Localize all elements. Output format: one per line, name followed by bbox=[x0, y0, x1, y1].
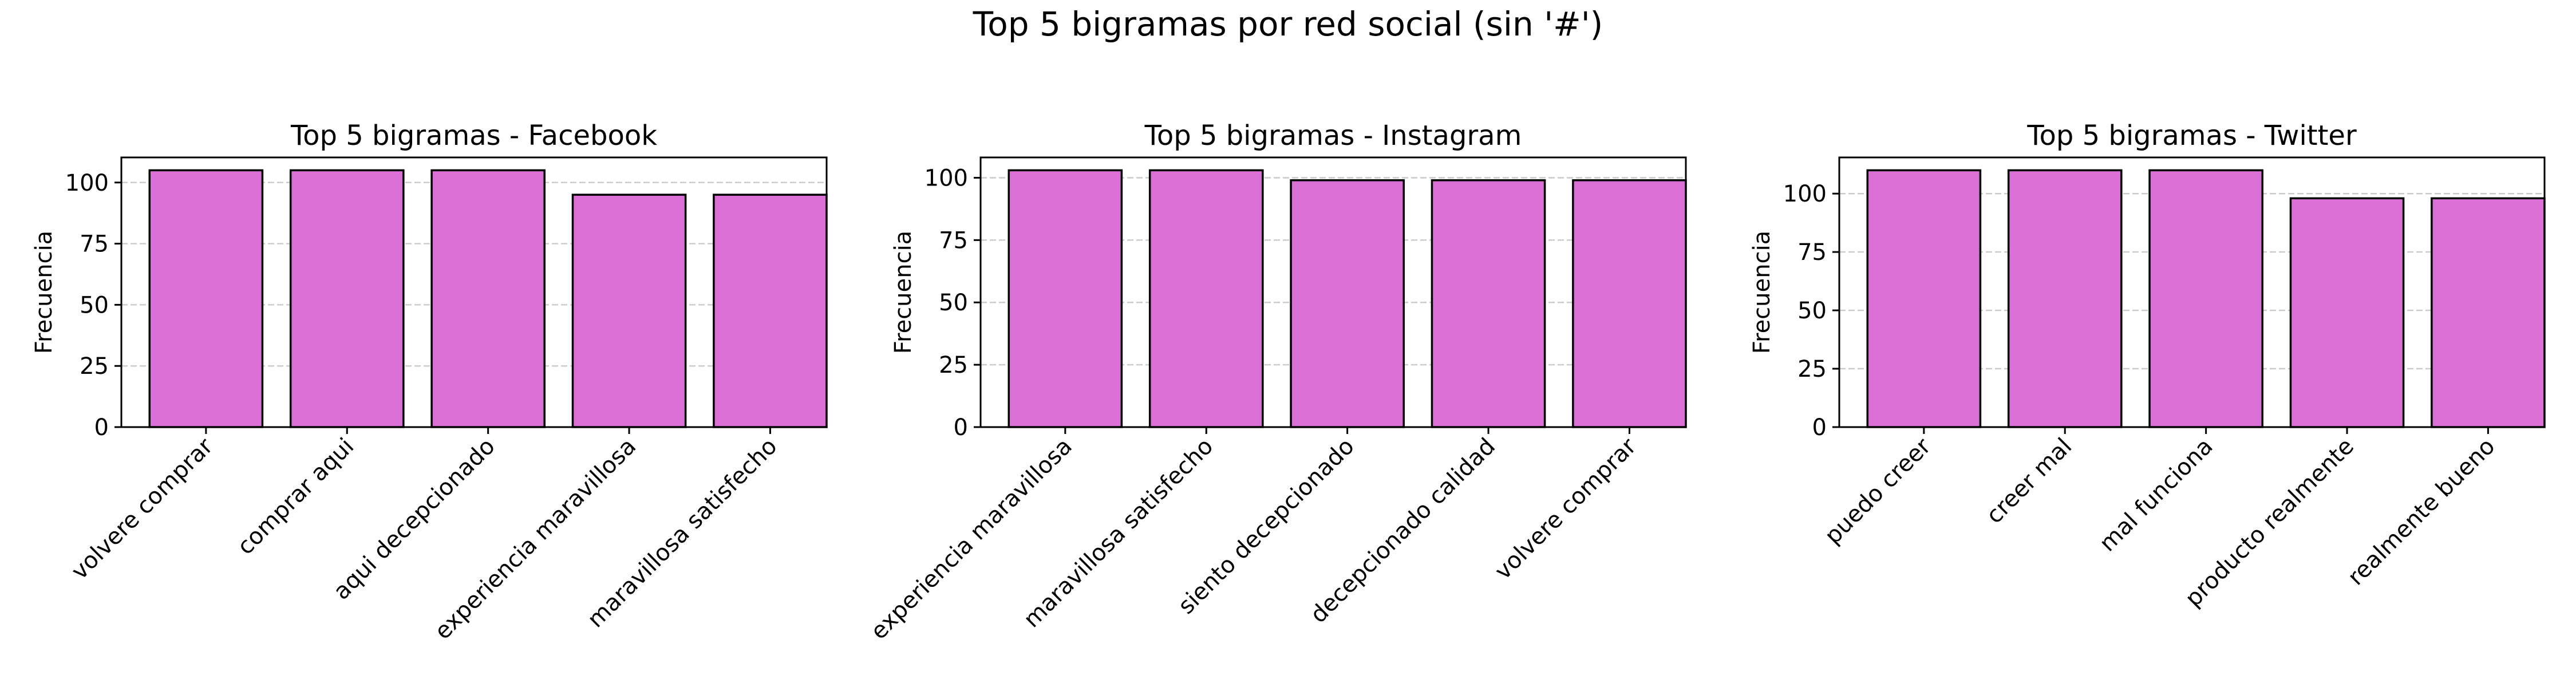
subplot-title: Top 5 bigramas - Twitter bbox=[2026, 120, 2357, 152]
y-tick-label: 25 bbox=[80, 353, 109, 380]
y-tick-label: 50 bbox=[939, 290, 968, 316]
y-tick-label: 50 bbox=[1797, 298, 1827, 324]
y-axis-label: Frecuencia bbox=[1749, 231, 1775, 354]
bar bbox=[1148, 169, 1264, 428]
y-tick-label: 25 bbox=[1797, 356, 1827, 382]
bar bbox=[713, 194, 828, 428]
bar bbox=[1008, 169, 1123, 428]
y-tick-label: 75 bbox=[80, 231, 109, 258]
bar bbox=[1290, 179, 1405, 428]
bar bbox=[2148, 169, 2263, 428]
bar bbox=[148, 169, 264, 428]
y-axis-label: Frecuencia bbox=[890, 231, 916, 354]
y-axis-label: Frecuencia bbox=[31, 231, 57, 354]
y-tick-label: 0 bbox=[94, 414, 109, 441]
y-tick-label: 0 bbox=[1812, 414, 1827, 441]
subplot-title: Top 5 bigramas - Instagram bbox=[1144, 120, 1522, 152]
y-tick-label: 25 bbox=[939, 352, 968, 378]
y-tick-label: 100 bbox=[1783, 181, 1827, 207]
bar bbox=[1866, 169, 1982, 428]
axes-frame bbox=[979, 156, 1687, 428]
bar bbox=[289, 169, 405, 428]
bar bbox=[2007, 169, 2123, 428]
bar bbox=[1431, 179, 1546, 428]
bar bbox=[1572, 179, 1687, 428]
bar bbox=[430, 169, 546, 428]
y-tick-label: 50 bbox=[80, 292, 109, 318]
bar bbox=[571, 194, 687, 428]
y-tick-label: 75 bbox=[939, 227, 968, 254]
figure-title: Top 5 bigramas por red social (sin '#') bbox=[973, 5, 1603, 44]
subplot-title: Top 5 bigramas - Facebook bbox=[290, 120, 657, 152]
y-tick-label: 0 bbox=[954, 414, 968, 441]
y-tick-label: 75 bbox=[1797, 239, 1827, 266]
bar bbox=[2431, 197, 2546, 428]
y-tick-label: 100 bbox=[924, 165, 968, 191]
bar bbox=[2289, 197, 2405, 428]
axes-frame bbox=[1838, 156, 2546, 428]
axes-frame bbox=[120, 156, 828, 428]
y-tick-label: 100 bbox=[65, 170, 109, 196]
